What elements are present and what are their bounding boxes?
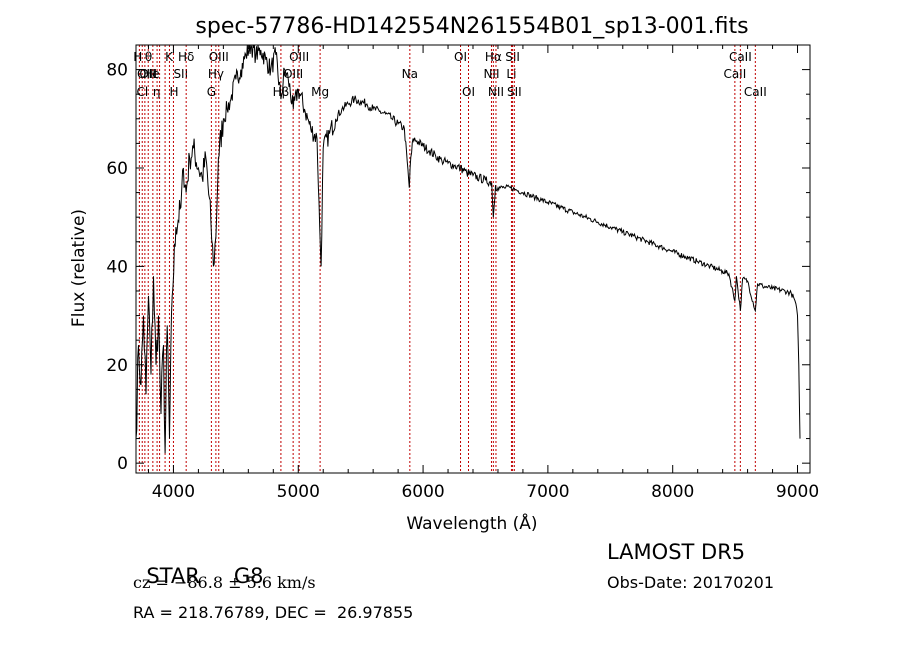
- object-class-label: STAR: [146, 564, 200, 588]
- spectral-line-label: SII: [507, 85, 522, 99]
- y-tick-label: 0: [117, 454, 128, 474]
- spectral-line-label: NII: [483, 67, 499, 81]
- obs-date: Obs-Date: 20170201: [607, 573, 775, 592]
- spectral-line-label: NII: [488, 85, 504, 99]
- spectral-line-label: Li: [506, 67, 516, 81]
- spectral-line-label: Hγ: [208, 67, 224, 81]
- survey-name: LAMOST DR5: [607, 540, 746, 564]
- spectral-line-label: Hδ: [178, 50, 194, 64]
- object-subclass: G8: [233, 564, 264, 588]
- x-tick-label: 5000: [277, 482, 320, 502]
- spectral-line-label: OI: [454, 50, 467, 64]
- y-axis-label: Flux (relative): [69, 209, 89, 327]
- x-tick-label: 6000: [401, 482, 444, 502]
- x-tick-label: 7000: [526, 482, 569, 502]
- plot-frame: [135, 44, 811, 474]
- spectral-line-label: Mg: [311, 85, 329, 99]
- y-tick-label: 60: [106, 159, 128, 179]
- spectral-line-label: Cl: [137, 85, 149, 99]
- spectral-line-label: H: [169, 85, 178, 99]
- spectral-line-label: CaII: [729, 50, 752, 64]
- x-axis: 4000 5000 6000 7000 8000 9000: [147, 45, 819, 502]
- object-class: STAR G8: [133, 540, 263, 588]
- spectrum-series: [135, 44, 801, 454]
- spectrum-line: [135, 44, 801, 454]
- spectral-line-label: CaII: [723, 67, 746, 81]
- spectral-line-label: SII: [173, 67, 188, 81]
- y-tick-label: 80: [106, 61, 128, 81]
- spectral-line-label: OII: [139, 67, 156, 81]
- redshift-line: cz = −86.8 ± 5.6 km/s: [133, 573, 316, 592]
- spectral-line-label: CaII: [744, 85, 767, 99]
- spectral-line-label: He: [143, 67, 159, 81]
- spectral-line-markers: OIIHθClηOIIIHeKHSIIHδGHγOIIIHβOIIIOIIIMg…: [133, 45, 767, 473]
- spectral-line-label: OIII: [137, 67, 157, 81]
- spectral-line-label: H: [133, 50, 142, 64]
- spectral-line-label: OIII: [209, 50, 229, 64]
- y-axis: 0 20 40 60 80: [106, 61, 810, 474]
- spectral-line-label: Hα: [485, 50, 502, 64]
- spectral-line-label: G: [207, 85, 216, 99]
- x-tick-label: 4000: [152, 482, 195, 502]
- spectral-line-label: OIII: [289, 50, 309, 64]
- spectral-line-label: SII: [505, 50, 520, 64]
- spectral-line-label: η: [153, 85, 161, 99]
- y-tick-label: 20: [106, 356, 128, 376]
- spectral-line-label: Na: [402, 67, 418, 81]
- x-tick-label: 8000: [651, 482, 694, 502]
- chart-title: spec-57786-HD142554N261554B01_sp13-001.f…: [195, 14, 748, 39]
- y-tick-label: 40: [106, 257, 128, 277]
- coordinates: RA = 218.76789, DEC = 26.97855: [133, 603, 414, 622]
- x-axis-label: Wavelength (Å): [406, 512, 537, 534]
- x-tick-label: 9000: [776, 482, 819, 502]
- spectral-line-label: OI: [462, 85, 475, 99]
